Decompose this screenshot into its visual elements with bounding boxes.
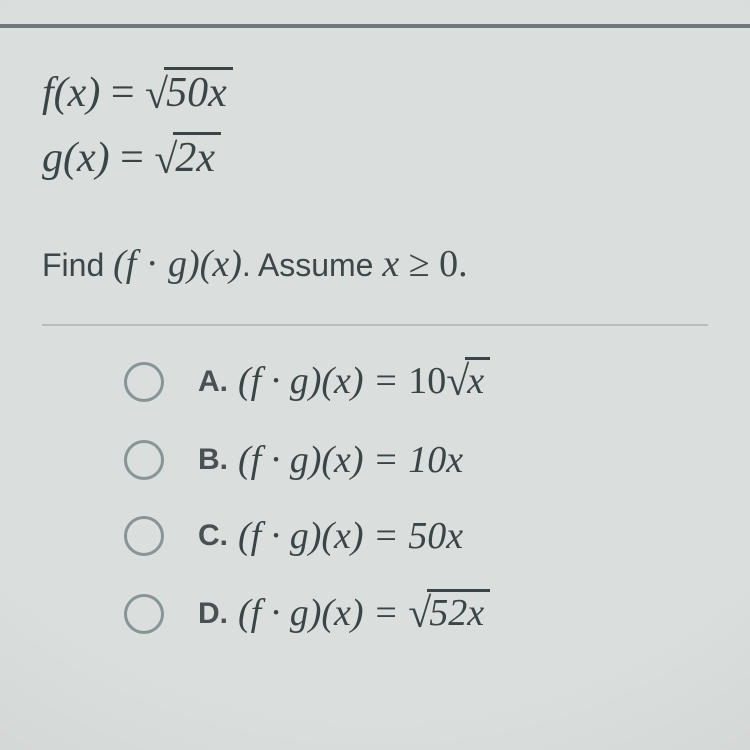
option-d-letter: D. (198, 597, 228, 631)
radicand-f: 50x (164, 67, 233, 116)
definition-f: f(x) = √50x (42, 64, 708, 125)
question-prompt: Find (f · g)(x). Assume x ≥ 0. (42, 242, 708, 286)
option-d[interactable]: D. (f · g)(x) = √52x (124, 590, 708, 638)
radio-d[interactable] (124, 594, 164, 634)
option-d-math: (f · g)(x) = √52x (238, 590, 490, 638)
option-c-math: (f · g)(x) = 50x (238, 514, 463, 558)
option-a[interactable]: A. (f · g)(x) = 10√x (124, 358, 708, 406)
cond-var: x (382, 243, 399, 285)
answer-options: A. (f · g)(x) = 10√x B. (f · g)(x) = 10x… (42, 326, 708, 638)
option-a-math: (f · g)(x) = 10√x (238, 358, 490, 406)
radicand-g: 2x (173, 132, 221, 181)
top-border (0, 0, 750, 28)
option-b-letter: B. (198, 443, 228, 477)
sqrt-g: √2x (154, 129, 221, 190)
cond-rel: ≥ 0. (399, 243, 467, 285)
option-b[interactable]: B. (f · g)(x) = 10x (124, 438, 708, 482)
option-b-math: (f · g)(x) = 10x (238, 438, 463, 482)
prompt-lead: Find (42, 247, 113, 283)
radio-a[interactable] (124, 362, 164, 402)
fn-g-name: g (42, 135, 63, 181)
radio-c[interactable] (124, 516, 164, 556)
fn-g-var: x (77, 135, 96, 181)
option-a-letter: A. (198, 365, 228, 399)
question-content: f(x) = √50x g(x) = √2x Find (f · g)(x). … (0, 28, 750, 638)
fn-f-name: f (42, 70, 54, 116)
option-c[interactable]: C. (f · g)(x) = 50x (124, 514, 708, 558)
option-c-letter: C. (198, 519, 228, 553)
definition-g: g(x) = √2x (42, 129, 708, 190)
radio-b[interactable] (124, 440, 164, 480)
prompt-tail1: . Assume (242, 247, 383, 283)
fn-f-var: x (68, 70, 87, 116)
sqrt-f: √50x (145, 64, 233, 125)
